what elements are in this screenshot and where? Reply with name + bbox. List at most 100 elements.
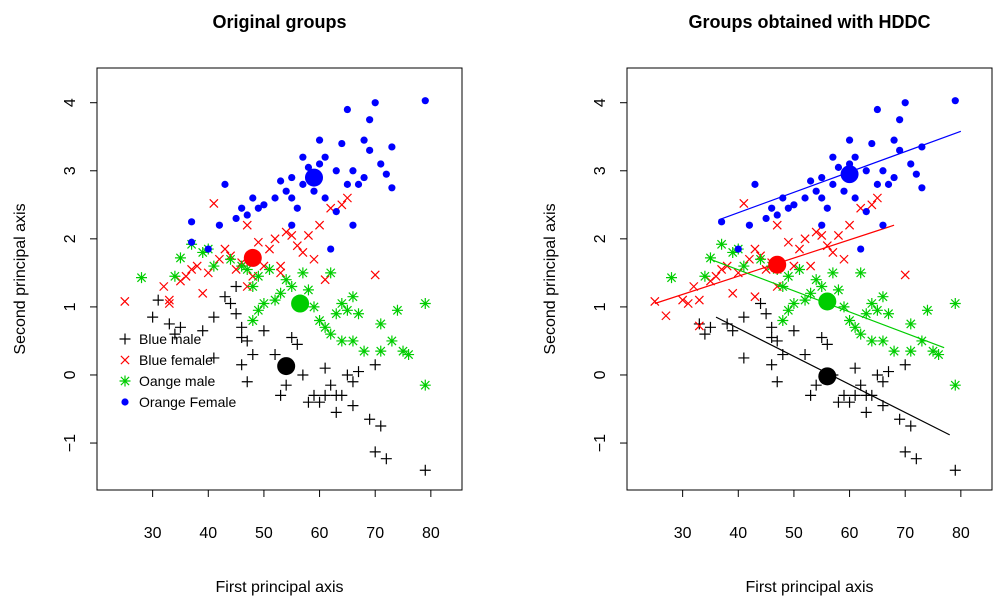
point — [254, 204, 262, 212]
point — [319, 321, 331, 333]
point — [253, 237, 263, 247]
point — [288, 221, 296, 229]
point — [873, 180, 881, 188]
group-center — [277, 357, 296, 376]
point — [208, 352, 220, 364]
point — [884, 180, 893, 188]
x-tick-label: 70 — [366, 525, 384, 542]
point — [755, 298, 767, 310]
x-tick-label: 30 — [144, 525, 162, 542]
x-tick-label: 60 — [841, 525, 859, 542]
legend-marker — [119, 375, 131, 387]
point — [252, 304, 264, 316]
point — [327, 245, 335, 253]
point — [738, 352, 750, 364]
point — [827, 267, 839, 279]
point — [907, 160, 915, 168]
point — [793, 263, 805, 275]
point — [821, 338, 833, 350]
point — [849, 389, 861, 401]
point — [292, 241, 302, 251]
y-tick-label: 4 — [62, 98, 79, 107]
point — [291, 338, 303, 350]
point — [862, 167, 870, 175]
point — [263, 263, 275, 275]
point — [370, 270, 380, 280]
point — [308, 389, 320, 401]
point — [699, 270, 711, 282]
point — [260, 201, 268, 209]
point — [783, 237, 793, 247]
point — [342, 193, 352, 203]
point — [890, 136, 898, 144]
point — [818, 194, 826, 202]
point — [851, 194, 859, 202]
point — [766, 321, 778, 333]
point — [203, 268, 213, 278]
y-tick-label: −1 — [592, 434, 609, 452]
point — [851, 153, 859, 161]
point — [711, 271, 721, 281]
point — [341, 304, 353, 316]
point — [297, 369, 309, 381]
point — [354, 180, 363, 188]
point — [249, 194, 257, 202]
point — [403, 349, 415, 361]
point — [225, 253, 237, 265]
point — [816, 280, 828, 292]
point — [794, 244, 805, 254]
point — [812, 187, 820, 195]
group-center — [818, 292, 837, 311]
point — [208, 311, 220, 323]
point — [873, 105, 881, 114]
point — [215, 221, 224, 229]
point — [197, 246, 209, 258]
point — [220, 244, 230, 254]
point — [866, 335, 878, 347]
point — [419, 298, 431, 310]
point — [704, 252, 716, 264]
point — [198, 288, 208, 298]
legend-label: Blue male — [139, 331, 201, 347]
point — [315, 136, 324, 144]
point — [271, 194, 279, 202]
point — [894, 413, 906, 425]
point — [221, 180, 229, 188]
point — [949, 298, 961, 310]
point — [799, 349, 811, 361]
point — [360, 173, 368, 182]
point — [694, 321, 704, 331]
point — [136, 272, 148, 284]
point — [347, 376, 359, 388]
point — [805, 287, 817, 299]
point — [768, 204, 776, 212]
y-tick-label: 3 — [62, 166, 79, 175]
point — [247, 349, 259, 361]
point — [214, 254, 224, 264]
point — [840, 187, 848, 195]
point — [750, 244, 760, 254]
point — [238, 204, 246, 212]
point — [860, 308, 872, 320]
point — [192, 261, 202, 271]
point — [152, 294, 164, 306]
point — [419, 464, 431, 476]
point — [288, 173, 296, 182]
group-center — [304, 168, 323, 187]
point — [360, 136, 368, 144]
point — [276, 261, 286, 271]
x-tick-label: 40 — [729, 525, 747, 542]
point — [828, 247, 838, 258]
point — [694, 295, 704, 305]
point — [716, 238, 728, 250]
point — [242, 220, 252, 230]
point — [817, 230, 827, 240]
point — [382, 170, 390, 178]
point — [860, 406, 872, 418]
point — [314, 315, 326, 327]
point — [343, 180, 351, 188]
point — [366, 146, 374, 154]
point — [247, 315, 259, 327]
point — [293, 204, 301, 212]
